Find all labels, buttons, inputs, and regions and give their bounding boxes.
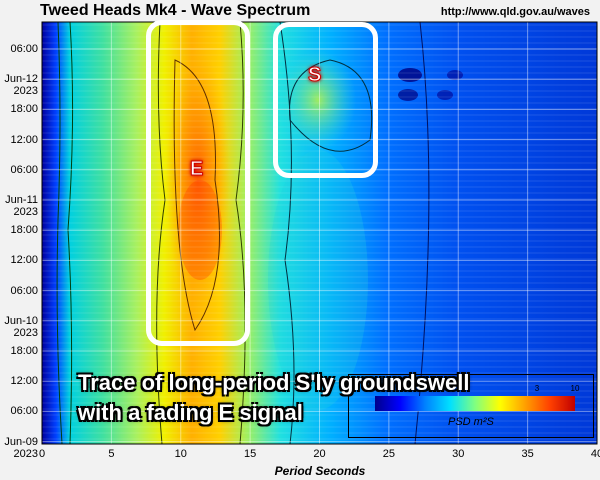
y-date-label-line: Jun-12 <box>4 73 38 86</box>
x-tick-label: 30 <box>452 448 465 460</box>
x-tick-label: 20 <box>313 448 326 460</box>
y-date-label: Jun-09 2023 <box>0 436 38 460</box>
y-date-label-line: 2023 <box>13 206 38 218</box>
y-time-label: 12:00 <box>10 133 38 146</box>
colorbar-tick: 10 <box>570 384 580 393</box>
x-tick-label: 35 <box>521 448 534 460</box>
caption-line-2: with a fading E signal <box>78 400 303 425</box>
y-date-label-line: 2023 <box>13 447 38 460</box>
y-time-label: 12:00 <box>10 254 38 267</box>
s-signal-label: S <box>307 64 322 87</box>
x-tick-label: 10 <box>174 448 187 460</box>
colorbar-label: PSD m²S <box>448 416 494 428</box>
y-time-label: 06:00 <box>10 43 38 55</box>
grid-lines <box>42 22 597 444</box>
x-axis-title: Period Seconds <box>274 464 366 478</box>
x-tick-label: 40 <box>590 448 600 460</box>
colorbar <box>375 396 575 411</box>
y-time-label: 18:00 <box>10 103 38 116</box>
y-date-label-line: Jun-09 <box>4 435 38 448</box>
y-time-label: 18:00 <box>10 224 38 237</box>
y-date-label: Jun-12 2023 <box>0 73 38 97</box>
caption-line-1: Trace of long-period S'ly groundswell <box>78 370 470 395</box>
e-signal-label: E <box>189 158 204 181</box>
x-tick-label: 15 <box>244 448 257 460</box>
y-time-label: 18:00 <box>10 345 38 357</box>
y-date-label-line: 2023 <box>13 85 38 98</box>
colorbar-tick: 3 <box>534 384 540 393</box>
chart-title: Tweed Heads Mk4 - Wave Spectrum <box>40 2 311 19</box>
y-time-label: 12:00 <box>10 375 38 388</box>
y-time-label: 06:00 <box>10 284 38 297</box>
x-tick-label: 25 <box>382 448 395 460</box>
y-date-label: Jun-10 2023 <box>0 315 38 339</box>
colorbar-frame <box>348 374 594 438</box>
x-tick-label: 5 <box>108 448 115 460</box>
x-tick-label: 0 <box>38 448 46 460</box>
y-time-label: 06:00 <box>10 163 38 176</box>
y-date-label: Jun-11 2023 <box>0 194 38 218</box>
y-date-label-line: 2023 <box>13 326 38 339</box>
y-date-label-line: Jun-10 <box>4 314 38 327</box>
e-signal-box <box>146 20 250 346</box>
y-time-label: 06:00 <box>10 405 38 418</box>
s-signal-box <box>273 22 378 178</box>
source-url[interactable]: http://www.qld.gov.au/waves <box>440 6 590 18</box>
y-date-label-line: Jun-11 <box>5 194 38 206</box>
